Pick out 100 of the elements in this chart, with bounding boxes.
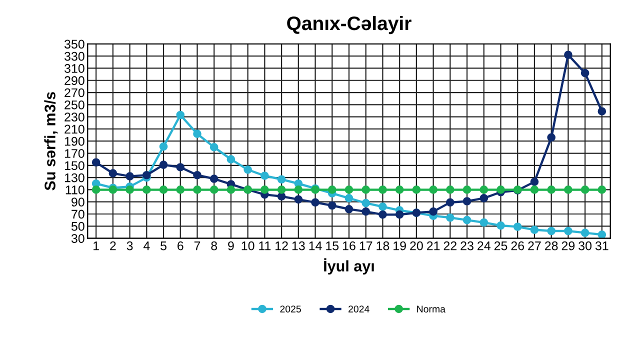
point bbox=[260, 186, 269, 194]
point bbox=[244, 165, 252, 174]
y-tick-label: 190 bbox=[64, 136, 84, 146]
point bbox=[496, 221, 505, 230]
x-tick-label: 21 bbox=[426, 241, 440, 250]
x-tick-label: 15 bbox=[326, 242, 339, 250]
point bbox=[294, 186, 303, 194]
point bbox=[446, 198, 454, 207]
x-tick-label: 1 bbox=[94, 242, 99, 250]
point bbox=[598, 186, 606, 194]
point bbox=[226, 186, 236, 194]
point bbox=[429, 207, 438, 216]
legend-label: 2024 bbox=[348, 306, 370, 312]
x-tick-label: 31 bbox=[595, 241, 608, 250]
y-tick-label: 150 bbox=[64, 161, 84, 170]
y-tick-label: 90 bbox=[72, 198, 84, 206]
x-tick-label: 7 bbox=[194, 242, 200, 250]
point bbox=[564, 186, 572, 194]
point bbox=[210, 174, 218, 183]
point bbox=[344, 194, 354, 202]
point bbox=[159, 186, 168, 194]
x-tick-label: 24 bbox=[478, 241, 490, 250]
x-tick-label: 23 bbox=[460, 241, 474, 250]
x-tick-label: 30 bbox=[578, 241, 592, 250]
point bbox=[92, 186, 100, 194]
x-tick-label: 26 bbox=[511, 241, 524, 250]
point bbox=[395, 186, 404, 194]
point bbox=[277, 175, 286, 184]
point bbox=[378, 210, 387, 219]
legend-label: Norma bbox=[417, 306, 446, 312]
point bbox=[378, 202, 387, 211]
point bbox=[513, 222, 522, 231]
y-tick-label: 130 bbox=[64, 173, 84, 182]
point bbox=[159, 160, 168, 169]
point bbox=[126, 172, 134, 181]
x-tick-label: 9 bbox=[228, 241, 234, 250]
point bbox=[328, 201, 336, 210]
x-tick-label: 25 bbox=[494, 241, 508, 250]
point bbox=[547, 226, 556, 236]
point bbox=[92, 158, 100, 167]
x-tick-label: 4 bbox=[143, 242, 150, 250]
point bbox=[429, 186, 438, 194]
y-tick-label: 330 bbox=[64, 52, 84, 61]
point bbox=[176, 110, 185, 120]
point bbox=[176, 186, 185, 194]
y-tick-label: 110 bbox=[66, 186, 84, 194]
x-tick-label: 27 bbox=[528, 241, 541, 250]
point bbox=[210, 186, 218, 194]
point bbox=[311, 198, 320, 207]
x-tick-label: 12 bbox=[276, 241, 288, 250]
point bbox=[328, 186, 336, 194]
point bbox=[126, 186, 134, 194]
x-tick-label: 13 bbox=[292, 241, 305, 250]
point bbox=[362, 207, 370, 216]
point bbox=[547, 133, 556, 142]
point bbox=[210, 143, 218, 152]
x-tick-label: 6 bbox=[178, 241, 184, 250]
point bbox=[142, 186, 151, 194]
x-tick-label: 29 bbox=[562, 241, 575, 250]
point bbox=[260, 172, 269, 180]
point bbox=[547, 186, 556, 194]
y-tick-label: 250 bbox=[64, 100, 84, 110]
point bbox=[564, 226, 572, 236]
point bbox=[530, 226, 539, 234]
point bbox=[598, 230, 606, 238]
point bbox=[378, 186, 387, 194]
x-tick-label: 5 bbox=[160, 242, 166, 250]
y-tick-label: 50 bbox=[71, 222, 84, 231]
point bbox=[344, 186, 354, 194]
y-tick-label: 30 bbox=[71, 234, 84, 243]
point bbox=[412, 186, 421, 194]
point bbox=[480, 218, 488, 227]
x-tick-label: 18 bbox=[376, 241, 390, 250]
y-tick-label: 230 bbox=[64, 112, 84, 122]
point bbox=[294, 195, 303, 204]
point bbox=[159, 142, 168, 151]
point bbox=[598, 107, 606, 116]
y-tick-label: 170 bbox=[64, 149, 84, 158]
point bbox=[462, 186, 472, 194]
x-axis-title: İyul ayı bbox=[324, 258, 374, 275]
point bbox=[193, 186, 202, 194]
point bbox=[362, 186, 370, 194]
point bbox=[462, 197, 472, 206]
point bbox=[362, 198, 370, 208]
point bbox=[462, 216, 472, 224]
y-tick-label: 270 bbox=[64, 88, 84, 98]
chart-title: Qanıx-Cəlayir bbox=[287, 16, 412, 34]
point bbox=[580, 228, 590, 237]
point bbox=[496, 186, 505, 194]
x-tick-label: 10 bbox=[242, 241, 254, 250]
point bbox=[277, 192, 286, 201]
x-tick-label: 3 bbox=[126, 241, 133, 250]
x-tick-label: 16 bbox=[342, 241, 356, 250]
y-tick-label: 290 bbox=[64, 76, 84, 86]
x-tick-label: 17 bbox=[360, 242, 372, 250]
x-tick-label: 22 bbox=[444, 241, 456, 250]
point bbox=[226, 155, 236, 164]
point bbox=[142, 170, 151, 180]
x-tick-label: 28 bbox=[545, 241, 558, 250]
y-tick-label: 350 bbox=[64, 40, 84, 49]
